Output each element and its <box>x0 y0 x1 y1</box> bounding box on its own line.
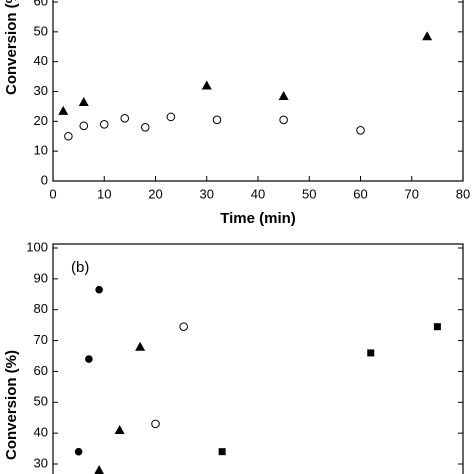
plot-frame <box>52 0 464 182</box>
y-tick-label: 40 <box>34 53 48 68</box>
y-tick-label: 60 <box>34 363 48 378</box>
square-marker <box>218 448 226 456</box>
open-circle-marker <box>212 115 222 125</box>
x-tick-label: 20 <box>148 186 162 201</box>
triangle-marker <box>135 341 146 351</box>
y-tick-label: 30 <box>34 83 48 98</box>
open-circle-marker <box>166 112 176 122</box>
y-tick-label: 40 <box>34 425 48 440</box>
panel-label: (b) <box>71 259 89 276</box>
x-tick-label: 50 <box>302 186 316 201</box>
triangle-marker <box>58 105 69 115</box>
y-tick-label: 0 <box>41 172 48 187</box>
triangle-marker <box>94 465 105 474</box>
circle-marker <box>74 447 83 456</box>
x-tick-label: 30 <box>200 186 214 201</box>
plot-frame <box>52 243 464 474</box>
y-tick-label: 10 <box>34 143 48 158</box>
y-tick-label: 50 <box>34 23 48 38</box>
y-tick-label: 30 <box>34 455 48 470</box>
circle-marker <box>95 285 103 294</box>
open-circle-marker <box>120 114 130 123</box>
x-tick-label: 60 <box>353 186 367 201</box>
open-circle-marker <box>151 419 160 429</box>
open-circle-marker <box>99 120 109 129</box>
y-axis-title: Conversion (%) <box>3 350 20 460</box>
y-tick-label: 100 <box>26 239 48 254</box>
open-circle-marker <box>279 115 288 125</box>
square-marker <box>367 349 375 357</box>
y-axis-title: Conversion (%) <box>3 0 20 95</box>
triangle-marker <box>278 90 289 100</box>
x-tick-label: 40 <box>251 186 265 201</box>
triangle-marker <box>78 96 89 106</box>
circle-marker <box>85 355 93 363</box>
triangle-marker <box>201 80 212 90</box>
triangle-marker <box>114 425 125 435</box>
y-tick-label: 80 <box>34 301 48 316</box>
open-circle-marker <box>179 322 188 331</box>
square-marker <box>433 323 441 331</box>
open-circle-marker <box>64 131 73 141</box>
open-circle-marker <box>79 121 89 131</box>
open-circle-marker <box>140 123 150 132</box>
x-axis-title: Time (min) <box>220 210 296 227</box>
x-tick-label: 0 <box>49 186 56 201</box>
open-circle-marker <box>356 125 365 135</box>
y-tick-label: 20 <box>34 113 48 128</box>
y-tick-label: 60 <box>34 0 48 8</box>
x-tick-label: 80 <box>456 186 470 201</box>
y-tick-label: 50 <box>34 394 48 409</box>
y-tick-label: 70 <box>34 332 48 347</box>
y-tick-label: 90 <box>34 270 48 285</box>
triangle-marker <box>422 31 433 41</box>
x-tick-label: 70 <box>405 186 419 201</box>
x-tick-label: 10 <box>97 186 111 201</box>
